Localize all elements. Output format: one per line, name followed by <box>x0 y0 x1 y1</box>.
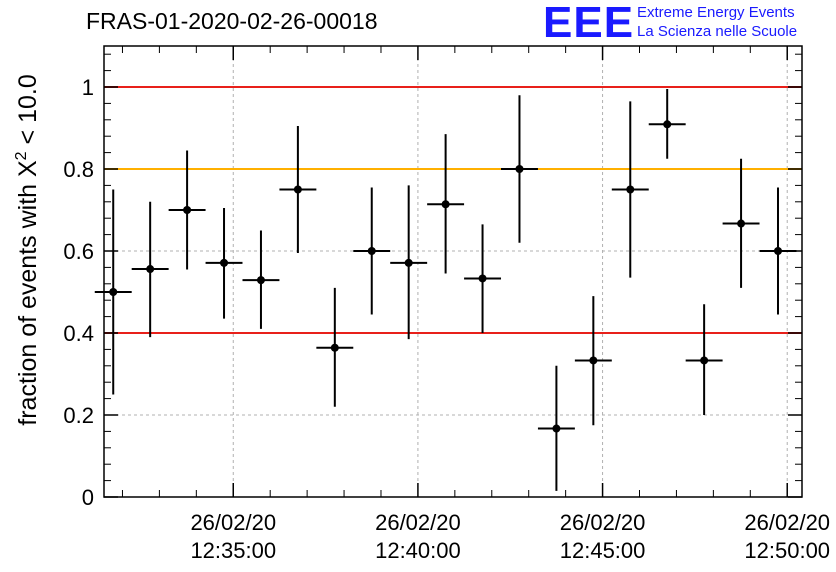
y-axis-label-prefix: fraction of events with <box>14 177 42 426</box>
point-marker <box>146 265 155 274</box>
point-marker <box>293 185 302 194</box>
data-point <box>131 201 169 338</box>
data-point <box>537 365 575 491</box>
data-point <box>648 89 686 159</box>
point-marker <box>256 276 265 285</box>
data-point <box>722 158 760 288</box>
data-point <box>353 187 391 315</box>
data-point <box>390 185 428 340</box>
data-point <box>205 207 243 319</box>
data-point <box>501 95 538 243</box>
data-point <box>94 189 132 395</box>
x-tick-time: 12:40:00 <box>375 538 461 563</box>
y-axis-label-suffix: < 10.0 <box>14 74 42 151</box>
x-tick-time: 12:50:00 <box>744 538 830 563</box>
axes: 0 0.2 0.4 0.6 0.8 1 26/02/20 12:35:00 26/02/20 12… <box>63 46 830 563</box>
data-point <box>611 101 649 278</box>
logo-caption-line1: Extreme Energy Events <box>637 4 795 21</box>
y-tick-label: 0.8 <box>63 157 94 182</box>
data-point <box>574 296 612 426</box>
y-axis-label: fraction of events with X2 < 10.0 <box>13 74 42 425</box>
data-point <box>685 304 723 415</box>
eee-logo: EEE <box>543 0 635 47</box>
x-tick-time: 12:35:00 <box>190 538 276 563</box>
y-tick-label: 0 <box>82 485 94 510</box>
data-point <box>168 150 206 270</box>
x-tick-date: 26/02/20 <box>744 510 830 535</box>
point-marker <box>700 356 709 365</box>
point-marker <box>441 200 450 209</box>
point-marker <box>367 247 376 255</box>
y-axis-label-sup: 2 <box>13 151 30 160</box>
logo-caption-line2: La Scienza nelle Scuole <box>637 23 798 40</box>
y-tick-label: 0.6 <box>63 239 94 264</box>
y-tick-label: 0.4 <box>63 321 94 346</box>
point-marker <box>330 343 339 352</box>
point-marker <box>663 120 672 129</box>
x-tick-date: 26/02/20 <box>375 510 461 535</box>
point-marker <box>404 258 413 267</box>
reference-lines <box>104 86 802 334</box>
logo-caption: Extreme Energy Events La Scienza nelle S… <box>637 3 797 41</box>
y-axis-label-symbol: X <box>14 160 42 177</box>
x-tick-date: 26/02/20 <box>190 510 276 535</box>
data-point <box>279 125 317 254</box>
point-marker <box>626 185 635 194</box>
y-tick-label: 0.2 <box>63 403 94 428</box>
point-marker <box>515 165 524 173</box>
y-tick-label: 1 <box>82 75 94 100</box>
data-points <box>94 89 797 491</box>
point-marker <box>478 274 487 283</box>
grid-layer <box>104 46 802 497</box>
data-point <box>427 134 465 274</box>
chart-title: FRAS-01-2020-02-26-00018 <box>86 8 378 34</box>
point-marker <box>773 247 782 255</box>
point-marker <box>737 219 746 228</box>
data-point <box>242 230 280 329</box>
data-point <box>464 224 502 333</box>
point-marker <box>589 356 598 365</box>
data-point <box>759 187 797 315</box>
x-tick-time: 12:45:00 <box>560 538 646 563</box>
x-tick-date: 26/02/20 <box>560 510 646 535</box>
point-marker <box>552 424 561 433</box>
plot-frame <box>103 45 803 498</box>
point-marker <box>183 206 192 214</box>
data-point <box>316 287 354 407</box>
point-marker <box>220 258 229 267</box>
point-marker <box>109 288 118 296</box>
